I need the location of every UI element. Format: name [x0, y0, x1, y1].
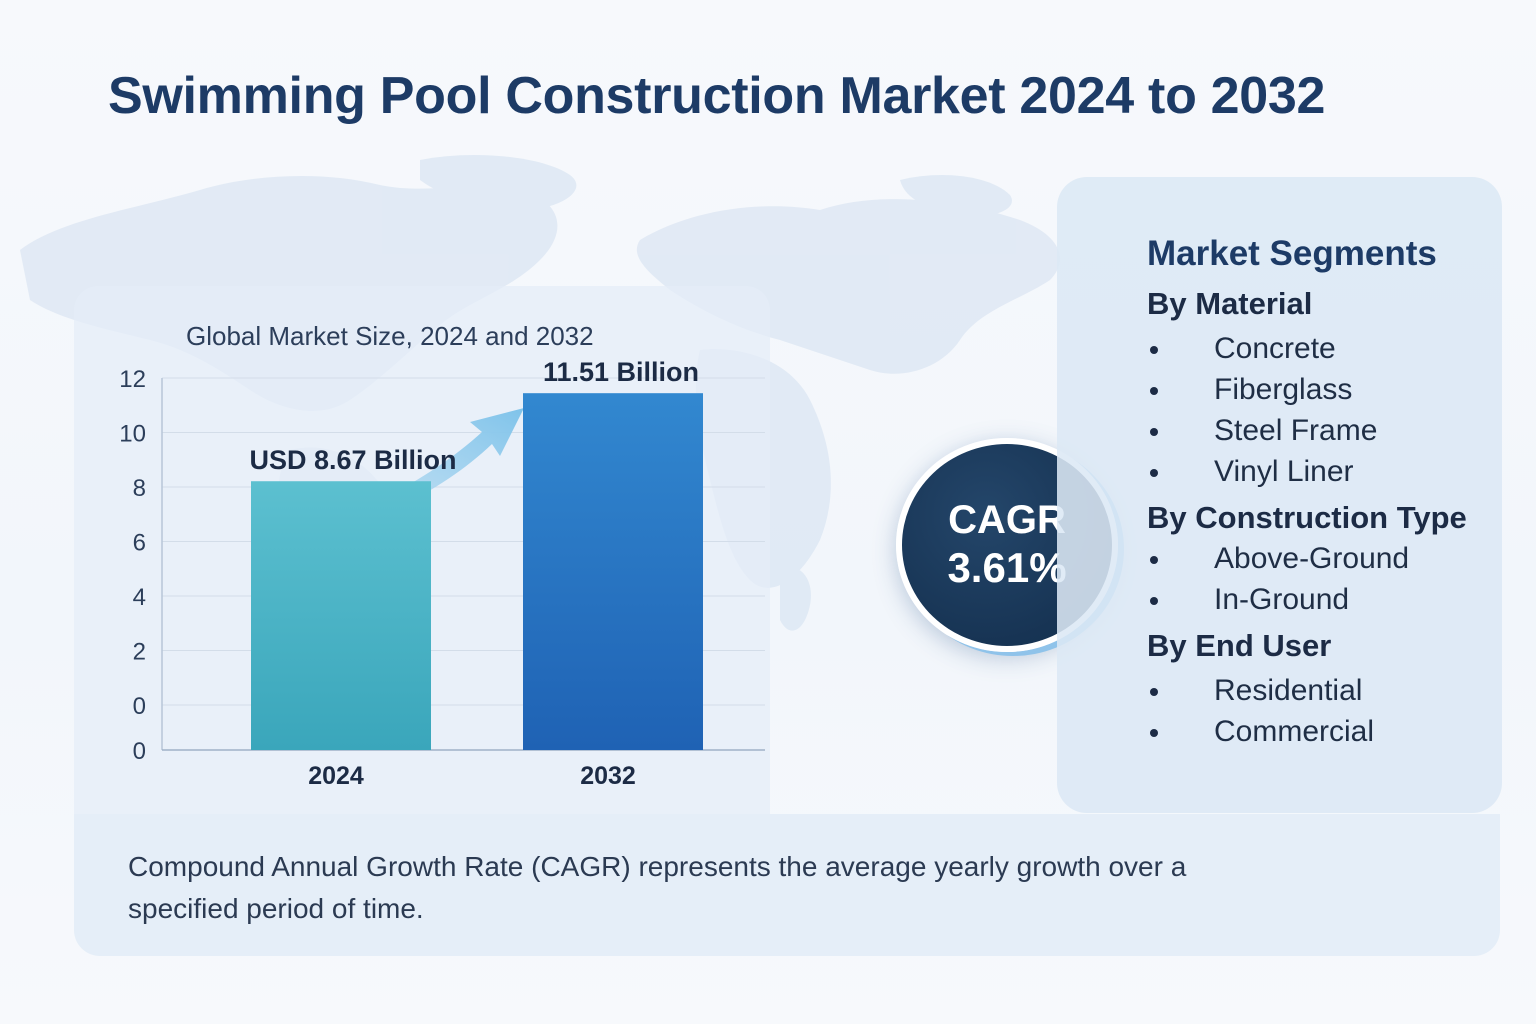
segment-item: Residential — [1147, 670, 1487, 711]
segment-item: Commercial — [1147, 711, 1487, 752]
data-label-2024: USD 8.67 Billion — [249, 445, 456, 475]
y-tick-label: 2 — [133, 639, 146, 666]
segments-content: Market Segments By Material Concrete Fib… — [1147, 234, 1487, 752]
chart-subtitle: Global Market Size, 2024 and 2032 — [186, 321, 594, 351]
segment-list: Residential Commercial — [1147, 670, 1487, 752]
segments-title: Market Segments — [1147, 234, 1437, 273]
data-labels: USD 8.67 Billion 11.51 Billion — [249, 357, 699, 475]
segment-item: Vinyl Liner — [1147, 451, 1487, 492]
bars — [251, 393, 703, 750]
y-tick-label: 8 — [133, 475, 146, 502]
y-tick-label: 0 — [133, 738, 146, 765]
bar-2032 — [523, 393, 703, 750]
cagr-label: CAGR — [948, 498, 1066, 542]
cagr-value: 3.61% — [947, 544, 1067, 591]
page-title: Swimming Pool Construction Market 2024 t… — [108, 67, 1326, 125]
segments-panel — [1057, 177, 1502, 813]
cagr-footnote: Compound Annual Growth Rate (CAGR) repre… — [128, 851, 1187, 924]
x-tick-label: 2032 — [580, 762, 636, 790]
segment-group-title: By End User — [1147, 628, 1332, 663]
segment-item: Concrete — [1147, 328, 1487, 369]
bar-2024 — [251, 481, 431, 750]
x-tick-label: 2024 — [308, 762, 364, 790]
y-tick-label: 12 — [119, 366, 146, 393]
y-tick-label: 10 — [119, 421, 146, 448]
segment-item: Above-Ground — [1147, 538, 1487, 579]
segment-item: Fiberglass — [1147, 369, 1487, 410]
segment-group-title: By Material — [1147, 286, 1313, 321]
segment-list: Concrete Fiberglass Steel Frame Vinyl Li… — [1147, 328, 1487, 492]
footnote-panel — [74, 814, 1500, 956]
y-tick-labels: 12 10 8 6 4 2 0 0 — [119, 366, 146, 765]
y-tick-label: 6 — [133, 530, 146, 557]
segment-item: Steel Frame — [1147, 410, 1487, 451]
data-label-2032: 11.51 Billion — [543, 357, 699, 387]
y-tick-label: 0 — [133, 693, 146, 720]
x-tick-labels: 2024 2032 — [308, 762, 636, 790]
segment-list: Above-Ground In-Ground — [1147, 538, 1487, 620]
segment-group-title: By Construction Type — [1147, 500, 1467, 535]
y-tick-label: 4 — [133, 584, 146, 611]
segment-item: In-Ground — [1147, 579, 1487, 620]
